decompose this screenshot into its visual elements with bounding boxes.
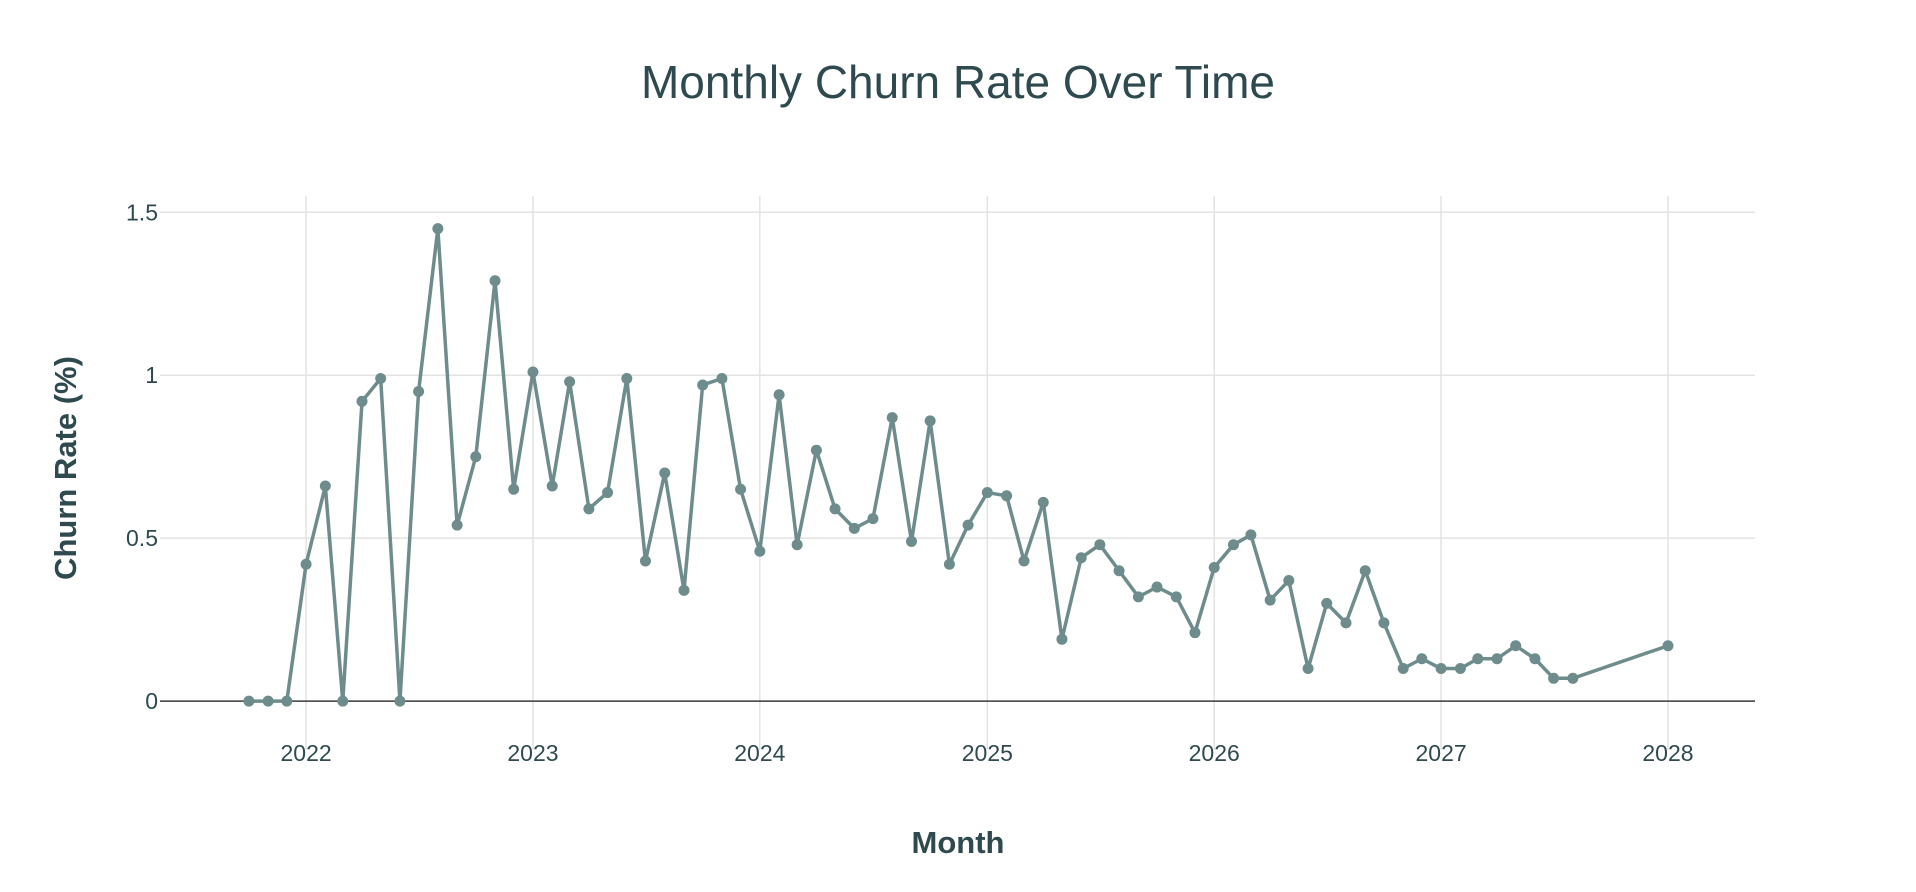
y-tick-label: 1.5 — [126, 199, 158, 225]
data-point[interactable] — [281, 695, 293, 707]
data-point[interactable] — [564, 376, 576, 388]
data-point[interactable] — [470, 451, 482, 463]
data-point[interactable] — [1378, 617, 1390, 629]
data-point[interactable] — [1056, 633, 1068, 645]
data-point[interactable] — [1548, 672, 1560, 684]
data-point[interactable] — [319, 480, 331, 492]
data-point[interactable] — [1454, 663, 1466, 675]
x-tick-label: 2022 — [280, 740, 331, 766]
data-point[interactable] — [1189, 627, 1201, 639]
data-point[interactable] — [262, 695, 274, 707]
data-point[interactable] — [1472, 653, 1484, 665]
data-point[interactable] — [1227, 539, 1239, 551]
data-point[interactable] — [243, 695, 255, 707]
data-point[interactable] — [867, 513, 879, 525]
data-point[interactable] — [356, 395, 368, 407]
data-point[interactable] — [1510, 640, 1522, 652]
data-point[interactable] — [659, 467, 671, 479]
data-point[interactable] — [1245, 529, 1257, 541]
data-point[interactable] — [773, 389, 785, 401]
data-point[interactable] — [394, 695, 406, 707]
data-point[interactable] — [546, 480, 558, 492]
data-point[interactable] — [1151, 581, 1163, 593]
tick-labels: 2022 2023 2024 2025 2026 2027 2028 0 0.5 1 1.5 — [126, 199, 1694, 766]
data-point[interactable] — [1001, 490, 1013, 502]
data-point[interactable] — [1170, 591, 1182, 603]
data-point[interactable] — [791, 539, 803, 551]
data-point[interactable] — [300, 558, 312, 570]
data-point[interactable] — [451, 519, 463, 531]
data-point[interactable] — [413, 386, 425, 398]
data-point[interactable] — [697, 379, 709, 391]
data-point[interactable] — [337, 695, 349, 707]
data-point[interactable] — [829, 503, 841, 515]
data-point[interactable] — [1208, 562, 1220, 574]
x-tick-label: 2024 — [734, 740, 785, 766]
series-line — [247, 226, 1670, 703]
x-axis-title: Month — [912, 825, 1005, 860]
data-point[interactable] — [1359, 565, 1371, 577]
data-point[interactable] — [1567, 672, 1579, 684]
data-point[interactable] — [489, 275, 501, 287]
x-tick-label: 2025 — [962, 740, 1013, 766]
data-point[interactable] — [981, 487, 993, 499]
data-point[interactable] — [1132, 591, 1144, 603]
data-point[interactable] — [1037, 496, 1049, 508]
data-point[interactable] — [886, 412, 898, 424]
data-point[interactable] — [1018, 555, 1030, 567]
grid — [160, 196, 1755, 750]
y-tick-label: 1 — [145, 362, 158, 388]
data-point[interactable] — [432, 223, 444, 235]
x-tick-label: 2026 — [1189, 740, 1240, 766]
data-point[interactable] — [1529, 653, 1541, 665]
data-point[interactable] — [1491, 653, 1503, 665]
data-point[interactable] — [527, 366, 539, 378]
x-tick-label: 2027 — [1416, 740, 1467, 766]
data-point[interactable] — [716, 372, 728, 384]
data-point[interactable] — [924, 415, 936, 427]
data-point[interactable] — [1302, 663, 1314, 675]
chart-title: Monthly Churn Rate Over Time — [641, 56, 1275, 108]
data-point[interactable] — [375, 372, 387, 384]
data-point[interactable] — [621, 372, 633, 384]
data-point[interactable] — [810, 444, 822, 456]
y-axis-title: Churn Rate (%) — [48, 356, 83, 580]
data-point[interactable] — [1094, 539, 1106, 551]
data-point[interactable] — [1075, 552, 1087, 564]
x-tick-label: 2023 — [507, 740, 558, 766]
data-point[interactable] — [906, 535, 918, 547]
data-point[interactable] — [754, 545, 766, 557]
data-point[interactable] — [735, 483, 747, 495]
data-point[interactable] — [943, 558, 955, 570]
data-point[interactable] — [1435, 663, 1447, 675]
data-point[interactable] — [1321, 597, 1333, 609]
x-tick-label: 2028 — [1642, 740, 1693, 766]
data-point[interactable] — [602, 487, 614, 499]
data-point[interactable] — [678, 584, 690, 596]
data-point[interactable] — [1662, 640, 1674, 652]
data-point[interactable] — [508, 483, 520, 495]
data-point[interactable] — [639, 555, 651, 567]
data-point[interactable] — [583, 503, 595, 515]
series-layer — [243, 223, 1674, 707]
data-point[interactable] — [1340, 617, 1352, 629]
y-tick-label: 0.5 — [126, 525, 158, 551]
data-point[interactable] — [1264, 594, 1276, 606]
data-point[interactable] — [962, 519, 974, 531]
data-point[interactable] — [1113, 565, 1125, 577]
data-point[interactable] — [1283, 575, 1295, 587]
data-point[interactable] — [848, 522, 860, 534]
data-point[interactable] — [1397, 663, 1409, 675]
y-tick-label: 0 — [145, 688, 158, 714]
data-point[interactable] — [1416, 653, 1428, 665]
